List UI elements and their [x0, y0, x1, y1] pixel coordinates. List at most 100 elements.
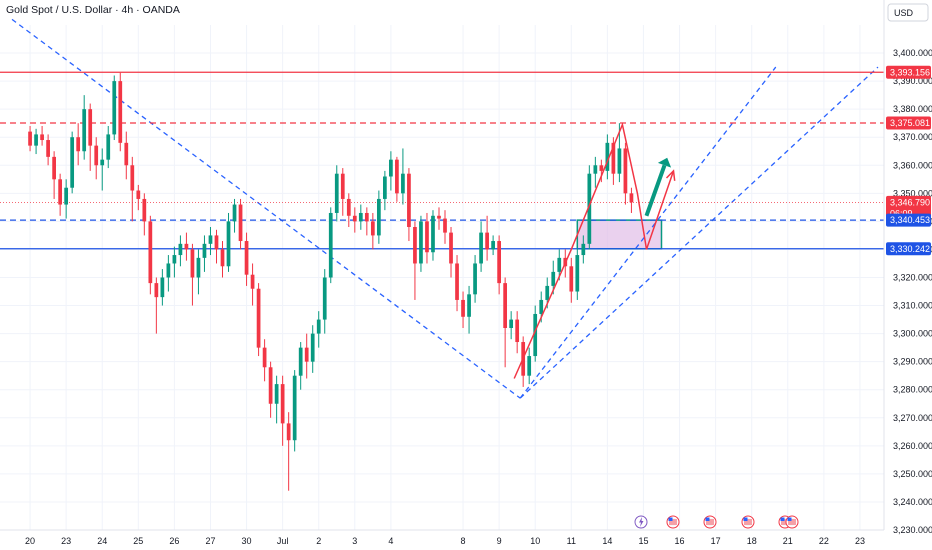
candle-bullish	[533, 305, 538, 362]
forecast-layer	[513, 122, 676, 379]
price-badge: 3,340.453	[886, 213, 931, 227]
candle-body	[292, 375, 297, 441]
candle-body	[268, 367, 273, 404]
candle-body	[238, 204, 243, 242]
candle-bearish	[340, 168, 345, 216]
price-badge-text: 3,340.453	[890, 215, 930, 225]
flag-canton	[743, 517, 748, 521]
candle-body	[605, 142, 610, 171]
candle-body	[575, 255, 580, 292]
time-axis-panel[interactable]: 20 23 24 25 26 27 30 Jul 2 3 4 8 9 10 11 14 15 16 17 18 21 22…	[0, 529, 884, 550]
candle-bearish	[443, 210, 447, 244]
candle-body	[304, 347, 309, 362]
candle-body	[358, 212, 363, 222]
candle-body	[419, 221, 423, 264]
candle-body	[383, 176, 387, 199]
candle-bullish	[298, 342, 303, 390]
candle-bearish	[485, 215, 489, 261]
candle-body	[527, 356, 532, 376]
candle-body	[509, 319, 514, 328]
time-tick-label: 14	[602, 536, 612, 546]
candle-bearish	[94, 137, 99, 180]
candle-bearish	[58, 173, 63, 216]
candle-bullish	[376, 190, 381, 244]
candle-bearish	[425, 212, 429, 264]
candle-body	[190, 249, 195, 278]
forecast-arrow-green	[644, 164, 667, 217]
candle-bearish	[413, 221, 417, 300]
candle-bearish	[497, 235, 501, 295]
time-tick-label: Jul	[277, 536, 289, 546]
forecast-path-red	[513, 122, 675, 379]
flag-canton	[668, 517, 673, 521]
candle-bearish	[142, 193, 147, 236]
candle-bullish	[202, 235, 207, 272]
candle-bullish	[593, 156, 598, 188]
candle-bullish	[527, 347, 532, 385]
candle-body	[214, 235, 219, 250]
candle-body	[184, 243, 189, 250]
candle-body	[256, 288, 261, 348]
candle-body	[629, 193, 634, 203]
candle-body	[262, 347, 267, 368]
candle-body	[376, 198, 381, 236]
candle-bearish	[28, 126, 32, 152]
candle-bearish	[370, 212, 375, 250]
candle-body	[52, 156, 56, 180]
candle-body	[352, 215, 357, 222]
candle-bullish	[232, 198, 237, 233]
candle-body	[401, 173, 405, 194]
candle-bullish	[70, 131, 75, 194]
time-tick-label: 2	[316, 536, 321, 546]
level-layer	[0, 71, 884, 250]
economic-events	[634, 515, 799, 529]
time-tick-label: 3	[352, 536, 357, 546]
candle-body	[322, 277, 327, 320]
price-tick-label: 3,380.000	[893, 104, 932, 114]
candle-bearish	[461, 291, 465, 328]
candle-body	[599, 165, 604, 171]
price-badge: 3,330.242	[886, 242, 931, 256]
time-tick-label: 16	[675, 536, 685, 546]
candle-body	[28, 131, 32, 146]
time-tick-label: 11	[567, 536, 576, 546]
price-tick-label: 3,270.000	[893, 413, 932, 423]
candle-bullish	[274, 375, 279, 424]
candle-bullish	[112, 75, 117, 141]
candle-body	[479, 232, 483, 264]
candle-body	[395, 159, 399, 194]
price-tick-label: 3,390.000	[893, 76, 932, 86]
currency-button[interactable]: USD	[887, 3, 929, 22]
candle-bullish	[166, 255, 171, 292]
candle-bearish	[268, 361, 273, 418]
candle-bearish	[304, 333, 309, 379]
candle-bearish	[130, 156, 135, 222]
price-tick-label: 3,240.000	[893, 497, 932, 507]
candle-bullish	[509, 311, 514, 340]
time-tick-label: 20	[25, 536, 35, 546]
time-tick-label: 8	[461, 536, 466, 546]
candle-bullish	[334, 165, 339, 222]
candle-bearish	[118, 72, 123, 152]
candle-bearish	[190, 243, 195, 306]
candle-body	[497, 241, 501, 284]
candle-body	[437, 215, 441, 219]
candle-body	[545, 285, 550, 300]
candle-body	[485, 232, 489, 250]
candle-bearish	[449, 227, 453, 278]
flash-glyph	[639, 517, 644, 527]
time-tick-label: 15	[638, 536, 648, 546]
candle-body	[34, 134, 38, 146]
candle-bearish	[623, 142, 628, 205]
price-tick-label: 3,230.000	[893, 525, 932, 535]
countdown-text: 06:09	[890, 208, 913, 218]
candle-bullish	[322, 269, 327, 334]
candle-bullish	[401, 148, 405, 205]
price-badge-text: 3,375.081	[890, 118, 930, 128]
candle-body	[449, 232, 453, 264]
price-axis-panel[interactable]: 3,230.000 3,240.000 3,250.000 3,260.000 3,27…	[883, 0, 932, 550]
candle-body	[40, 134, 44, 141]
candle-body	[316, 319, 321, 334]
candle-bearish	[286, 412, 291, 491]
